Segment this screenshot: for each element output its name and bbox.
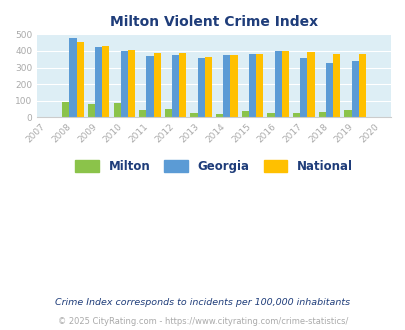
Title: Milton Violent Crime Index: Milton Violent Crime Index — [110, 15, 318, 29]
Bar — [87, 104, 95, 117]
Bar — [197, 58, 204, 117]
Bar — [343, 111, 351, 117]
Bar — [95, 47, 102, 117]
Bar — [69, 38, 77, 117]
Bar — [164, 109, 172, 117]
Bar — [62, 102, 69, 117]
Bar — [179, 53, 186, 117]
Bar — [292, 113, 299, 117]
Bar — [241, 111, 248, 117]
Text: Crime Index corresponds to incidents per 100,000 inhabitants: Crime Index corresponds to incidents per… — [55, 298, 350, 307]
Bar — [256, 54, 263, 117]
Bar — [113, 103, 120, 117]
Bar — [223, 55, 230, 117]
Bar — [77, 42, 83, 117]
Bar — [215, 114, 223, 117]
Bar — [230, 55, 237, 117]
Bar — [153, 53, 160, 117]
Bar — [128, 50, 135, 117]
Bar — [190, 113, 197, 117]
Bar — [267, 113, 274, 117]
Bar — [351, 61, 358, 117]
Bar — [139, 110, 146, 117]
Text: © 2025 CityRating.com - https://www.cityrating.com/crime-statistics/: © 2025 CityRating.com - https://www.city… — [58, 317, 347, 326]
Bar — [332, 54, 339, 117]
Bar — [318, 112, 325, 117]
Legend: Milton, Georgia, National: Milton, Georgia, National — [70, 155, 356, 178]
Bar — [281, 51, 288, 117]
Bar — [172, 55, 179, 117]
Bar — [325, 63, 332, 117]
Bar — [274, 51, 281, 117]
Bar — [299, 58, 307, 117]
Bar — [358, 54, 365, 117]
Bar — [146, 56, 153, 117]
Bar — [120, 51, 128, 117]
Bar — [248, 54, 256, 117]
Bar — [204, 57, 211, 117]
Bar — [102, 46, 109, 117]
Bar — [307, 52, 314, 117]
